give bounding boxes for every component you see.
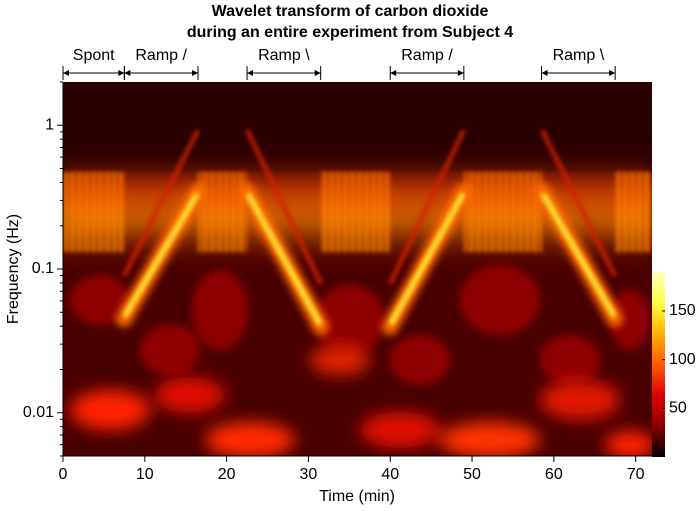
colorbar-tick-label: 50: [669, 400, 687, 417]
x-tick-label: 70: [627, 466, 645, 483]
x-tick-label: 0: [59, 466, 68, 483]
colorbar-tick-label: 150: [669, 302, 696, 319]
chart-title: Wavelet transform of carbon dioxide: [212, 3, 489, 20]
heatmap: [63, 82, 652, 456]
x-tick-label: 50: [463, 466, 481, 483]
annotation-label: Spont: [73, 47, 115, 64]
x-tick-label: 40: [381, 466, 399, 483]
annotation-label: Ramp /: [135, 47, 187, 64]
colorbar-tick-label: 100: [669, 351, 696, 368]
annotation-label: Ramp \: [553, 47, 605, 64]
y-tick-label: 0.1: [32, 260, 54, 277]
x-tick-label: 10: [136, 466, 154, 483]
x-axis-label: Time (min): [319, 488, 395, 505]
y-axis-label: Frequency (Hz): [5, 214, 22, 324]
y-tick-label: 1: [45, 116, 54, 133]
x-tick-label: 60: [545, 466, 563, 483]
colorbar: [652, 272, 665, 457]
annotation-arrow: [389, 66, 465, 80]
annotation-arrow: [246, 66, 322, 80]
x-tick-label: 30: [300, 466, 318, 483]
annotation-arrow: [62, 66, 125, 80]
chart-subtitle: during an entire experiment from Subject…: [187, 24, 513, 41]
annotation-label: Ramp \: [258, 47, 310, 64]
annotation-arrow: [123, 66, 199, 80]
x-tick-label: 20: [218, 466, 236, 483]
y-tick-label: 0.01: [23, 404, 54, 421]
annotation-arrow: [541, 66, 616, 80]
annotation-label: Ramp /: [401, 47, 453, 64]
